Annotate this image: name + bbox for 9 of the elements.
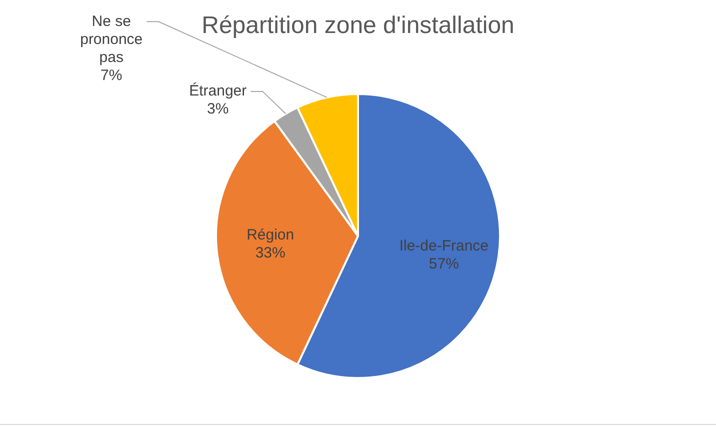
data-label: 57%: [428, 255, 459, 272]
chart-title: Répartition zone d'installation: [202, 12, 514, 39]
data-label: 33%: [255, 244, 286, 262]
data-label: 3%: [207, 100, 229, 118]
slice-label: Région: [246, 226, 294, 244]
data-label: 7%: [100, 66, 122, 84]
slice-label: Ne se prononce pas: [80, 12, 143, 66]
slice-label: Étranger: [189, 82, 247, 100]
slice-label: Ile-de-France: [399, 237, 489, 254]
